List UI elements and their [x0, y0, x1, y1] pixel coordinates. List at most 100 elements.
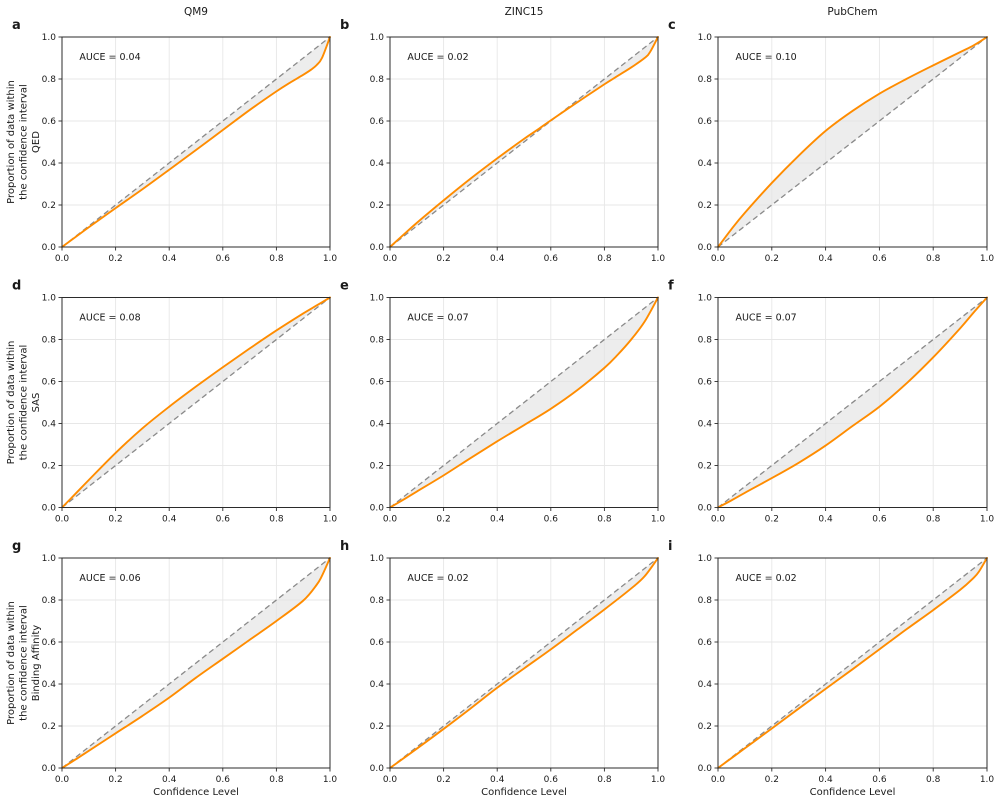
panel-letter: h [340, 539, 349, 554]
y-tick-label: 0.2 [370, 201, 384, 211]
x-tick-label: 0.0 [55, 515, 70, 525]
identity-line [61, 296, 331, 509]
x-tick-label: 0.2 [765, 254, 779, 264]
x-tick-label: 0.2 [108, 775, 122, 785]
auce-annotation: AUCE = 0.07 [407, 312, 468, 323]
y-tick-label: 1.0 [698, 33, 713, 43]
x-tick-label: 0.8 [926, 254, 941, 264]
y-tick-label: 0.8 [370, 596, 385, 606]
identity-line [61, 36, 331, 248]
y-tick-label: 1.0 [698, 294, 713, 304]
y-tick-label: 0.8 [42, 596, 57, 606]
y-axis-label: Proportion of data within the confidence … [6, 341, 42, 465]
identity-line [389, 36, 659, 248]
y-tick-label: 0.2 [42, 722, 56, 732]
panel-letter: c [668, 18, 676, 33]
panel-h: 0.00.0 0.2 0.2 0.4 0.4 0.6 0.6 0.8 0.8 1.0 1.0 h AUC… [340, 539, 665, 796]
x-tick-label: 0.0 [55, 775, 70, 785]
x-tick-label: 0.8 [597, 515, 612, 525]
x-tick-label: 0.8 [269, 775, 284, 785]
x-tick-label: 1.0 [651, 775, 666, 785]
x-tick-label: 0.4 [490, 775, 505, 785]
identity-line [717, 296, 988, 509]
x-tick-label: 0.0 [711, 515, 726, 525]
x-tick-label: 0.8 [269, 254, 284, 264]
x-tick-label: 0.2 [436, 515, 450, 525]
x-tick-label: 0.4 [490, 515, 505, 525]
auce-annotation: AUCE = 0.04 [79, 52, 140, 63]
panel-g: 0.00.0 0.2 0.2 0.4 0.4 0.6 0.6 0.8 0.8 1.0 1.0 g AUC… [6, 539, 337, 796]
x-axis-label: Confidence Level [810, 787, 896, 796]
axes-spines [389, 36, 659, 248]
calibration-curve [389, 557, 659, 769]
calibration-curve [389, 36, 659, 248]
auce-annotation: AUCE = 0.02 [735, 573, 796, 584]
y-tick-label: 0.4 [42, 420, 57, 430]
y-tick-label: 0.2 [370, 462, 384, 472]
y-tick-label: 1.0 [42, 554, 57, 564]
y-tick-label: 0.0 [698, 764, 713, 774]
y-tick-label: 0.2 [698, 201, 712, 211]
x-tick-label: 0.4 [818, 775, 833, 785]
y-axis-label: Proportion of data within the confidence … [6, 80, 42, 204]
x-tick-label: 0.2 [436, 254, 450, 264]
y-tick-label: 0.4 [698, 159, 713, 169]
x-tick-label: 1.0 [651, 515, 666, 525]
y-tick-label: 1.0 [370, 33, 385, 43]
identity-line [717, 36, 988, 248]
auce-annotation: AUCE = 0.10 [735, 52, 796, 63]
x-tick-label: 0.4 [490, 254, 505, 264]
auce-annotation: AUCE = 0.02 [407, 573, 468, 584]
y-tick-label: 0.4 [698, 680, 713, 690]
y-tick-label: 0.0 [370, 243, 385, 253]
y-tick-label: 1.0 [370, 554, 385, 564]
x-tick-label: 0.6 [544, 254, 559, 264]
y-tick-label: 1.0 [370, 294, 385, 304]
y-tick-label: 0.4 [698, 420, 713, 430]
x-tick-label: 0.8 [269, 515, 284, 525]
y-tick-label: 0.6 [370, 117, 385, 127]
axes-spines [61, 557, 331, 769]
y-tick-label: 0.4 [42, 159, 57, 169]
x-tick-label: 0.4 [162, 775, 177, 785]
y-axis-label: Proportion of data within the confidence … [6, 601, 42, 725]
x-tick-label: 1.0 [323, 515, 338, 525]
x-tick-label: 0.8 [597, 775, 612, 785]
axes-spines [389, 297, 659, 508]
x-tick-label: 0.0 [383, 254, 398, 264]
axes-spines [717, 297, 988, 508]
x-tick-label: 0.6 [216, 254, 231, 264]
calibration-curve [717, 36, 988, 248]
y-tick-label: 0.6 [698, 117, 713, 127]
x-tick-label: 0.2 [436, 775, 450, 785]
y-tick-label: 0.2 [370, 722, 384, 732]
auce-annotation: AUCE = 0.08 [79, 312, 140, 323]
x-tick-label: 0.4 [818, 254, 833, 264]
auce-annotation: AUCE = 0.02 [407, 52, 468, 63]
y-tick-label: 0.0 [42, 504, 57, 514]
y-tick-label: 0.0 [370, 504, 385, 514]
panel-e: 0.00.0 0.2 0.2 0.4 0.4 0.6 0.6 0.8 0.8 1.0 1.0 e AUC… [340, 279, 665, 525]
y-tick-label: 0.0 [42, 764, 57, 774]
axes-spines [61, 36, 331, 248]
y-tick-label: 0.2 [698, 462, 712, 472]
panel-d: 0.00.0 0.2 0.2 0.4 0.4 0.6 0.6 0.8 0.8 1.0 1.0 d AUC… [6, 279, 337, 525]
column-title: PubChem [827, 6, 877, 18]
x-tick-label: 0.6 [872, 775, 887, 785]
x-tick-label: 1.0 [980, 254, 995, 264]
auce-annotation: AUCE = 0.06 [79, 573, 140, 584]
axes-spines [389, 557, 659, 769]
y-tick-label: 1.0 [698, 554, 713, 564]
x-tick-label: 0.8 [926, 515, 941, 525]
x-tick-label: 0.2 [765, 515, 779, 525]
x-tick-label: 0.2 [765, 775, 779, 785]
x-tick-label: 0.6 [872, 515, 887, 525]
axes-spines [717, 36, 988, 248]
y-tick-label: 0.2 [42, 462, 56, 472]
y-tick-label: 0.0 [698, 504, 713, 514]
panel-c: 0.00.0 0.2 0.2 0.4 0.4 0.6 0.6 0.8 0.8 1.0 1.0 PubC… [668, 6, 994, 264]
x-tick-label: 0.0 [383, 515, 398, 525]
x-tick-label: 0.6 [216, 515, 231, 525]
panel-letter: a [12, 18, 21, 33]
panel-letter: d [12, 279, 21, 294]
